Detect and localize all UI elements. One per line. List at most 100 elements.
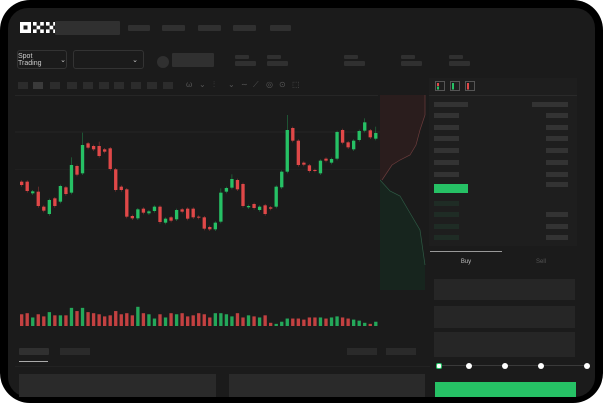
- amount-input[interactable]: [434, 306, 575, 328]
- candle-up[interactable]: [163, 218, 168, 223]
- bid-price[interactable]: [434, 212, 459, 217]
- ask-price[interactable]: [434, 160, 459, 165]
- candle-up[interactable]: [280, 171, 284, 188]
- nav-item[interactable]: [198, 25, 221, 31]
- candle-up[interactable]: [152, 206, 157, 211]
- candle-up[interactable]: [357, 131, 361, 140]
- timeframe-button[interactable]: [163, 82, 173, 89]
- candle-up[interactable]: [147, 211, 151, 214]
- timeframe-button[interactable]: [83, 82, 93, 89]
- tab-sell[interactable]: Sell: [535, 259, 546, 265]
- candle-down[interactable]: [25, 181, 29, 191]
- timeframe-button[interactable]: [114, 82, 124, 89]
- candle-down[interactable]: [103, 149, 107, 152]
- candle-down[interactable]: [202, 217, 206, 229]
- candle-down[interactable]: [269, 207, 273, 209]
- candle-down[interactable]: [346, 142, 350, 148]
- candle-up[interactable]: [31, 191, 35, 194]
- spot-trading-dropdown[interactable]: Spot Trading ⌄: [17, 50, 67, 69]
- candle-down[interactable]: [86, 143, 90, 148]
- search-box[interactable]: [55, 21, 120, 35]
- timeframe-button[interactable]: [50, 82, 60, 89]
- candle-down[interactable]: [141, 208, 146, 213]
- candle-down[interactable]: [296, 140, 300, 165]
- candle-down[interactable]: [186, 208, 190, 219]
- candle-up[interactable]: [69, 165, 74, 193]
- candle-up[interactable]: [285, 130, 289, 172]
- candle-down[interactable]: [307, 165, 312, 171]
- price-input[interactable]: [434, 279, 575, 300]
- candle-down[interactable]: [97, 146, 101, 156]
- candle-up[interactable]: [363, 122, 367, 131]
- candle-down[interactable]: [291, 128, 295, 141]
- total-input[interactable]: [434, 332, 575, 357]
- nav-item[interactable]: [128, 25, 150, 31]
- candle-up[interactable]: [246, 206, 251, 208]
- filter-button[interactable]: [347, 348, 377, 355]
- indicator-icon[interactable]: ω: [186, 80, 193, 89]
- bid-price[interactable]: [434, 201, 459, 206]
- candle-up[interactable]: [329, 159, 334, 163]
- candle-down[interactable]: [191, 208, 195, 218]
- candle-up[interactable]: [174, 210, 179, 220]
- timeframe-button[interactable]: [33, 82, 43, 89]
- candle-down[interactable]: [158, 206, 162, 222]
- candle-down[interactable]: [241, 184, 245, 206]
- candle-down[interactable]: [252, 204, 256, 208]
- nav-item[interactable]: [270, 25, 291, 31]
- line-icon[interactable]: ∼: [241, 80, 248, 89]
- ask-price[interactable]: [434, 172, 459, 177]
- candle-up[interactable]: [335, 132, 339, 159]
- candle-up[interactable]: [58, 186, 63, 202]
- ask-price[interactable]: [434, 113, 459, 118]
- timeframe-button[interactable]: [131, 82, 141, 89]
- candle-up[interactable]: [213, 222, 217, 230]
- slider-mark[interactable]: [466, 363, 472, 369]
- slider-mark[interactable]: [538, 363, 544, 369]
- slider-handle[interactable]: [436, 363, 442, 369]
- candle-up[interactable]: [80, 145, 85, 174]
- candle-down[interactable]: [130, 216, 134, 219]
- candle-up[interactable]: [352, 140, 356, 150]
- candle-down[interactable]: [313, 170, 317, 171]
- ask-price[interactable]: [434, 125, 459, 130]
- candle-down[interactable]: [180, 209, 184, 212]
- candle-down[interactable]: [20, 181, 24, 185]
- filter-button[interactable]: [386, 348, 416, 355]
- candle-up[interactable]: [47, 200, 51, 214]
- candle-down[interactable]: [235, 180, 240, 190]
- candle-down[interactable]: [53, 198, 57, 206]
- chevron-down-icon[interactable]: ⌄: [199, 80, 206, 89]
- candlestick-chart[interactable]: [15, 110, 385, 235]
- nav-item[interactable]: [162, 25, 185, 31]
- timeframe-button[interactable]: [67, 82, 77, 89]
- candle-up[interactable]: [318, 160, 323, 174]
- pair-dropdown[interactable]: ⌄: [73, 50, 144, 69]
- camera-icon[interactable]: ◎: [266, 80, 273, 89]
- candle-down[interactable]: [75, 166, 79, 175]
- bid-price[interactable]: [434, 224, 459, 229]
- candle-down[interactable]: [42, 206, 46, 211]
- tab-open-orders[interactable]: [19, 348, 49, 355]
- candle-down[interactable]: [114, 169, 118, 190]
- timeframe-button[interactable]: [99, 82, 109, 89]
- buy-button[interactable]: [435, 382, 576, 397]
- okx-logo[interactable]: [20, 22, 58, 33]
- settings-icon[interactable]: ⊙: [279, 80, 286, 89]
- tab-order-history[interactable]: [60, 348, 90, 355]
- candle-down[interactable]: [368, 130, 372, 138]
- candle-up[interactable]: [136, 209, 140, 219]
- amount-slider[interactable]: [439, 365, 587, 366]
- candle-down[interactable]: [340, 130, 345, 143]
- slider-mark[interactable]: [502, 363, 508, 369]
- candle-down[interactable]: [302, 162, 306, 165]
- ask-price[interactable]: [434, 148, 459, 153]
- bid-price[interactable]: [434, 235, 459, 240]
- tab-buy[interactable]: Buy: [460, 259, 472, 265]
- chevron-down-icon[interactable]: ⌄: [228, 80, 235, 89]
- candle-down[interactable]: [108, 148, 112, 169]
- nav-item[interactable]: [233, 25, 256, 31]
- ruler-icon[interactable]: ⟋: [253, 80, 259, 89]
- order-book-view-toggle[interactable]: [435, 81, 475, 91]
- candle-down[interactable]: [208, 227, 212, 230]
